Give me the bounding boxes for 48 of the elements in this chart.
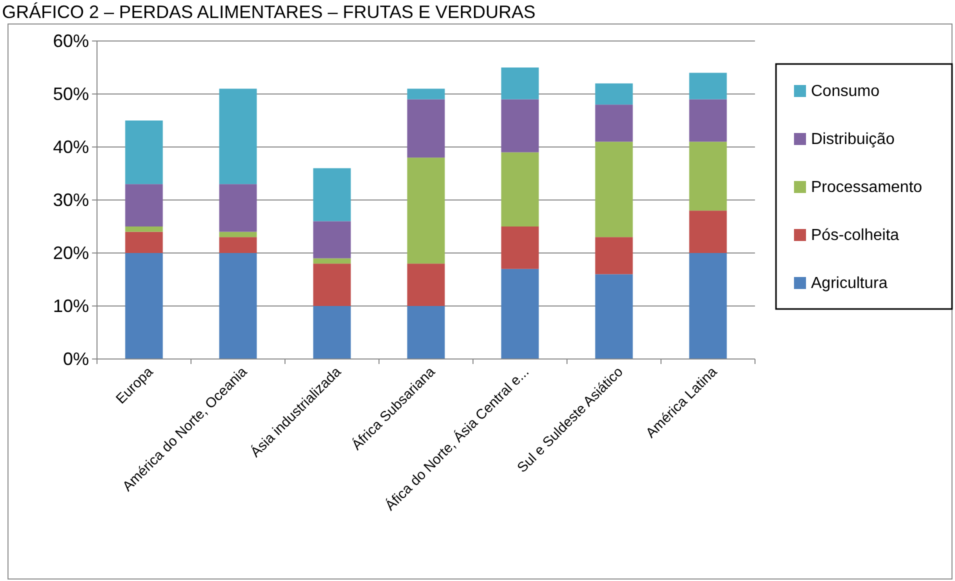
bar — [313, 306, 351, 359]
y-tick-label: 30% — [52, 190, 89, 210]
bar — [595, 237, 633, 274]
bar — [407, 264, 445, 306]
legend-label: Consumo — [811, 83, 880, 100]
bar — [125, 232, 163, 253]
bar — [125, 226, 163, 232]
bar — [501, 68, 539, 100]
bar — [501, 226, 539, 269]
y-tick-label: 60% — [52, 30, 89, 51]
y-tick-label: 10% — [52, 296, 89, 316]
bar — [313, 168, 351, 222]
bar — [219, 253, 257, 359]
bar — [407, 88, 445, 100]
bar — [219, 232, 257, 238]
bar — [501, 152, 539, 226]
bar — [501, 268, 539, 359]
bar — [219, 237, 257, 253]
bar — [125, 253, 163, 359]
bar — [125, 184, 163, 226]
bar — [595, 142, 633, 238]
bar — [689, 142, 727, 211]
bar — [219, 184, 257, 232]
bar — [689, 253, 727, 359]
chart-title: GRÁFICO 2 – PERDAS ALIMENTARES – FRUTAS E VERDURAS — [2, 2, 536, 22]
bar — [313, 264, 351, 306]
bar — [407, 306, 445, 359]
y-tick-label: 50% — [52, 84, 89, 104]
bar — [407, 99, 445, 158]
legend-label: Pós-colheita — [811, 227, 900, 244]
bar — [595, 104, 633, 142]
bar — [689, 210, 727, 253]
bar — [689, 72, 727, 100]
bar — [595, 274, 633, 359]
legend-label: Distribuição — [811, 131, 895, 148]
bar — [407, 158, 445, 264]
y-tick-label: 0% — [62, 348, 89, 369]
bar — [219, 88, 257, 184]
bar — [125, 120, 163, 184]
y-tick-label: 40% — [52, 136, 89, 157]
bar — [313, 221, 351, 258]
bar — [501, 99, 539, 152]
bar — [595, 83, 633, 105]
legend-label: Processamento — [811, 179, 922, 196]
bar — [313, 258, 351, 264]
y-tick-label: 20% — [52, 242, 89, 263]
bar — [689, 99, 727, 142]
legend-label: Agricultura — [811, 275, 888, 292]
